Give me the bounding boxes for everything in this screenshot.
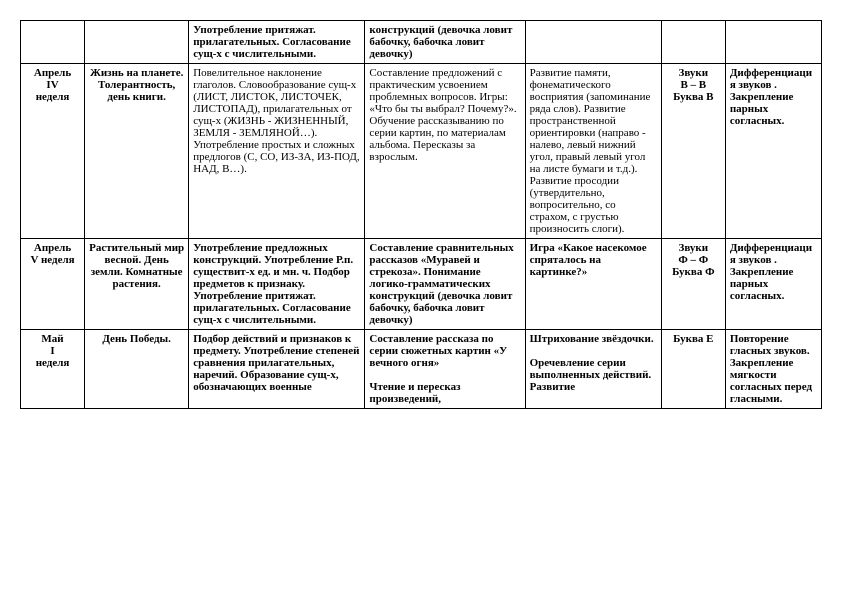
table-cell: АпрельIVнеделя xyxy=(21,64,85,239)
table-cell xyxy=(661,21,725,64)
table-cell: МайIнеделя xyxy=(21,330,85,409)
curriculum-table: Употребление притяжат. прилагательных. С… xyxy=(20,20,822,409)
table-cell: Растительный мир весной. День земли. Ком… xyxy=(85,239,189,330)
table-cell: Повторение гласных звуков. Закрепление м… xyxy=(725,330,821,409)
table-cell: Дифференциация звуков . Закрепление парн… xyxy=(725,239,821,330)
table-cell: День Победы. xyxy=(85,330,189,409)
table-cell: Жизнь на планете. Толерантность, день кн… xyxy=(85,64,189,239)
table-row: АпрельV неделяРастительный мир весной. Д… xyxy=(21,239,822,330)
table-cell: Составление предложений с практическим у… xyxy=(365,64,525,239)
table-cell: ЗвукиФ – ФБуква Ф xyxy=(661,239,725,330)
table-cell: Развитие памяти, фонематического восприя… xyxy=(525,64,661,239)
table-cell xyxy=(525,21,661,64)
table-cell xyxy=(85,21,189,64)
table-cell: Буква Е xyxy=(661,330,725,409)
table-cell: Составление рассказа по серии сюжетных к… xyxy=(365,330,525,409)
table-cell: ЗвукиВ – ВБуква В xyxy=(661,64,725,239)
table-cell: Штрихование звёздочки.Оречевление серии … xyxy=(525,330,661,409)
table-cell: АпрельV неделя xyxy=(21,239,85,330)
table-cell: конструкций (девочка ловит бабочку, бабо… xyxy=(365,21,525,64)
table-row: АпрельIVнеделяЖизнь на планете. Толерант… xyxy=(21,64,822,239)
table-cell: Употребление предложных конструкций. Упо… xyxy=(189,239,365,330)
table-cell: Игра «Какое насекомое спряталось на карт… xyxy=(525,239,661,330)
table-cell: Подбор действий и признаков к предмету. … xyxy=(189,330,365,409)
table-cell: Дифференциация звуков . Закрепление парн… xyxy=(725,64,821,239)
table-cell: Употребление притяжат. прилагательных. С… xyxy=(189,21,365,64)
table-cell: Составление сравнительных рассказов «Мур… xyxy=(365,239,525,330)
table-row: МайIнеделяДень Победы.Подбор действий и … xyxy=(21,330,822,409)
table-cell xyxy=(725,21,821,64)
table-cell: Повелительное наклонение глаголов. Слово… xyxy=(189,64,365,239)
table-row: Употребление притяжат. прилагательных. С… xyxy=(21,21,822,64)
table-cell xyxy=(21,21,85,64)
